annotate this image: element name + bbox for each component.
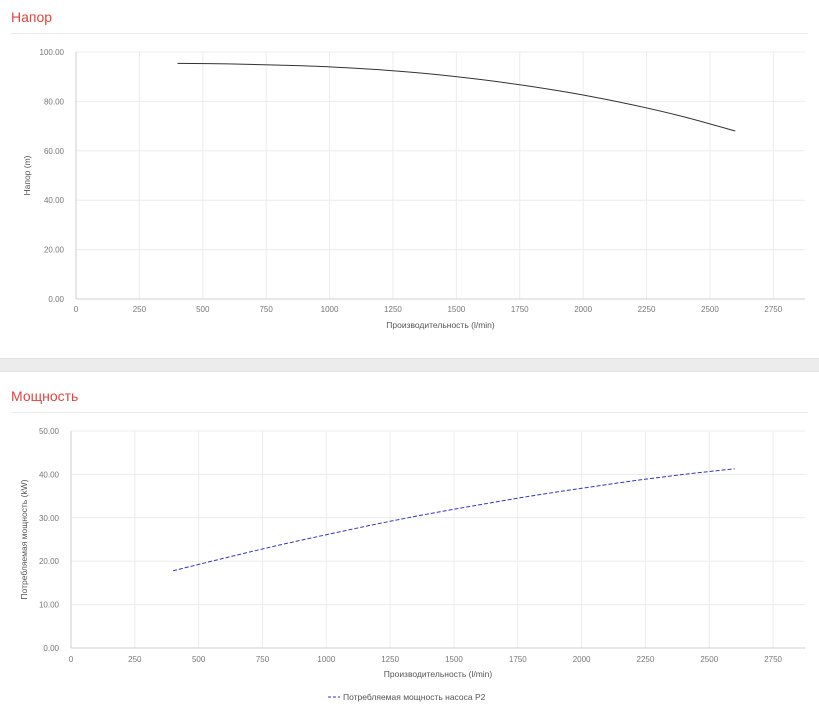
y-tick-label: 40.00: [39, 470, 60, 479]
head-chart-title: Напор: [11, 9, 53, 25]
x-tick-label: 250: [128, 655, 142, 664]
series-line: [177, 62, 736, 132]
x-tick-label: 2000: [574, 305, 592, 314]
y-axis-label: Потребляемая мощность (kW): [19, 479, 29, 599]
y-tick-label: 80.00: [44, 97, 65, 106]
x-tick-label: 500: [192, 655, 206, 664]
x-tick-label: 1500: [447, 305, 465, 314]
x-tick-label: 1750: [509, 655, 527, 664]
x-tick-label: 2250: [638, 305, 656, 314]
x-tick-label: 750: [259, 305, 273, 314]
power-title-divider: [11, 412, 808, 413]
y-tick-label: 10.00: [39, 601, 60, 610]
y-tick-label: 50.00: [39, 427, 60, 436]
y-tick-label: 20.00: [44, 246, 65, 255]
panel-separator: [0, 358, 819, 372]
y-axis-label: Напор (m): [22, 155, 32, 195]
x-tick-label: 1750: [511, 305, 529, 314]
legend-label: Потребляемая мощность насоса P2: [343, 692, 486, 702]
x-tick-label: 0: [74, 305, 79, 314]
head-chart-panel: Напор 0.00 20.00 40.00 60.00 80.00 100.00 0 250…: [0, 0, 819, 358]
x-tick-label: 250: [133, 305, 147, 314]
x-tick-label: 2250: [637, 655, 655, 664]
x-tick-label: 2750: [764, 655, 782, 664]
x-tick-label: 1500: [445, 655, 463, 664]
power-chart: 0.00 10.00 20.00 30.00 40.00 50.00 0 250 500 750 1…: [19, 427, 805, 702]
x-tick-label: 2000: [573, 655, 591, 664]
power-chart-panel: Мощность 0.00 10.00 20.00 30.00 40.00 50.00 0 2…: [0, 372, 819, 728]
y-tick-label: 30.00: [39, 514, 60, 523]
x-axis-label: Производительность (l/min): [384, 669, 493, 679]
x-tick-label: 1000: [321, 305, 339, 314]
x-tick-label: 750: [256, 655, 270, 664]
x-tick-label: 1000: [317, 655, 335, 664]
y-tick-label: 20.00: [39, 557, 60, 566]
x-tick-label: 1250: [381, 655, 399, 664]
x-tick-label: 2500: [701, 305, 719, 314]
y-tick-label: 0.00: [43, 644, 59, 653]
x-tick-label: 1250: [384, 305, 402, 314]
y-tick-label: 60.00: [44, 147, 65, 156]
y-tick-label: 100.00: [40, 48, 65, 57]
y-tick-label: 40.00: [44, 196, 65, 205]
x-tick-label: 2500: [700, 655, 718, 664]
y-tick-label: 0.00: [48, 295, 64, 304]
x-tick-label: 2750: [764, 305, 782, 314]
x-tick-label: 500: [196, 305, 210, 314]
head-title-divider: [11, 33, 808, 34]
power-chart-title: Мощность: [11, 388, 79, 404]
x-tick-label: 0: [69, 655, 74, 664]
head-chart: 0.00 20.00 40.00 60.00 80.00 100.00 0 250 500 750…: [22, 48, 805, 330]
x-axis-label: Производительность (l/min): [386, 320, 495, 330]
